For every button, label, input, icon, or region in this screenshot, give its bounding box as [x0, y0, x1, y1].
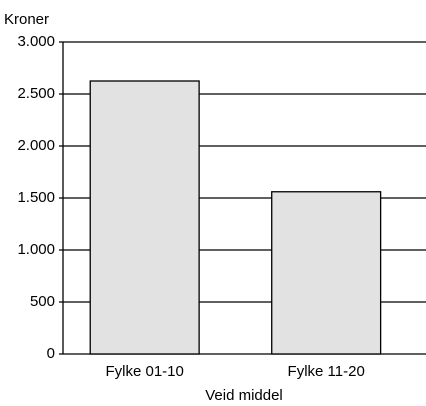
y-tick-label: 2.500	[17, 85, 55, 102]
bar	[89, 80, 200, 355]
y-tick-label: 3.000	[17, 33, 55, 50]
x-axis-label: Veid middel	[205, 387, 283, 404]
y-axis-label: Kroner	[4, 11, 49, 28]
bar	[271, 191, 382, 355]
y-tick-label: 2.000	[17, 137, 55, 154]
x-tick-label: Fylke 01-10	[105, 363, 183, 380]
y-tick-label: 500	[30, 293, 55, 310]
y-tick-label: 1.000	[17, 241, 55, 258]
y-tick-label: 1.500	[17, 189, 55, 206]
x-tick-label: Fylke 11-20	[288, 363, 365, 380]
y-tick-label: 0	[47, 345, 55, 362]
